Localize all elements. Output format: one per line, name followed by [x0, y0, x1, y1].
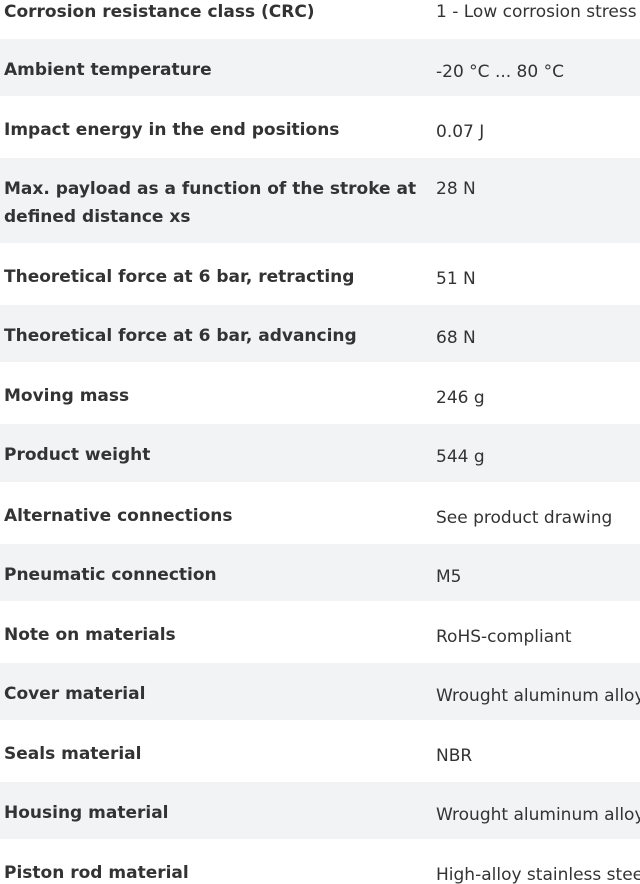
spec-value: Wrought aluminum alloy: [436, 805, 640, 825]
spec-label: Note on materials: [4, 625, 176, 645]
spec-row-ambient-temperature: Ambient temperature -20 °C ... 80 °C: [0, 39, 640, 96]
spec-value: RoHS-compliant: [436, 627, 572, 647]
spec-value: 28 N: [436, 179, 476, 199]
spec-label: Product weight: [4, 445, 151, 465]
spec-value: 51 N: [436, 269, 476, 289]
spec-label: Housing material: [4, 803, 169, 823]
spec-row-force-advancing: Theoretical force at 6 bar, advancing 68…: [0, 305, 640, 362]
spec-row-pneumatic-connection: Pneumatic connection M5: [0, 544, 640, 601]
spec-value: -20 °C ... 80 °C: [436, 62, 564, 82]
spec-label: Seals material: [4, 744, 142, 764]
spec-row-corrosion-class: Corrosion resistance class (CRC) 1 - Low…: [0, 0, 640, 39]
spec-row-seals-material: Seals material NBR: [0, 720, 640, 782]
spec-label: Moving mass: [4, 386, 130, 406]
spec-row-note-on-materials: Note on materials RoHS-compliant: [0, 601, 640, 663]
spec-value: M5: [436, 567, 462, 587]
spec-value: 1 - Low corrosion stress: [436, 2, 637, 22]
spec-row-impact-energy: Impact energy in the end positions 0.07 …: [0, 96, 640, 158]
spec-row-piston-rod-material: Piston rod material High-alloy stainless…: [0, 839, 640, 884]
spec-value: 0.07 J: [436, 122, 485, 142]
spec-value: 246 g: [436, 388, 485, 408]
spec-row-alternative-connections: Alternative connections See product draw…: [0, 482, 640, 544]
spec-row-housing-material: Housing material Wrought aluminum alloy: [0, 782, 640, 839]
spec-label: Cover material: [4, 684, 146, 704]
spec-value: 68 N: [436, 328, 476, 348]
spec-label: Theoretical force at 6 bar, advancing: [4, 326, 357, 346]
spec-label: Alternative connections: [4, 506, 233, 526]
spec-label: Corrosion resistance class (CRC): [4, 2, 315, 22]
spec-value: 544 g: [436, 447, 485, 467]
spec-value: High-alloy stainless steel: [436, 865, 640, 884]
spec-row-force-retracting: Theoretical force at 6 bar, retracting 5…: [0, 243, 640, 305]
spec-label: Piston rod material: [4, 863, 189, 883]
spec-row-moving-mass: Moving mass 246 g: [0, 362, 640, 424]
spec-label: Theoretical force at 6 bar, retracting: [4, 267, 355, 287]
spec-value: NBR: [436, 746, 473, 766]
spec-value: See product drawing: [436, 508, 613, 528]
spec-row-max-payload: Max. payload as a function of the stroke…: [0, 158, 640, 243]
spec-label: Ambient temperature: [4, 60, 212, 80]
spec-label: Impact energy in the end positions: [4, 120, 340, 140]
spec-label: Pneumatic connection: [4, 565, 217, 585]
spec-value: Wrought aluminum alloy: [436, 686, 640, 706]
spec-label: Max. payload as a function of the stroke…: [4, 179, 417, 227]
spec-row-cover-material: Cover material Wrought aluminum alloy: [0, 663, 640, 720]
spec-row-product-weight: Product weight 544 g: [0, 424, 640, 482]
